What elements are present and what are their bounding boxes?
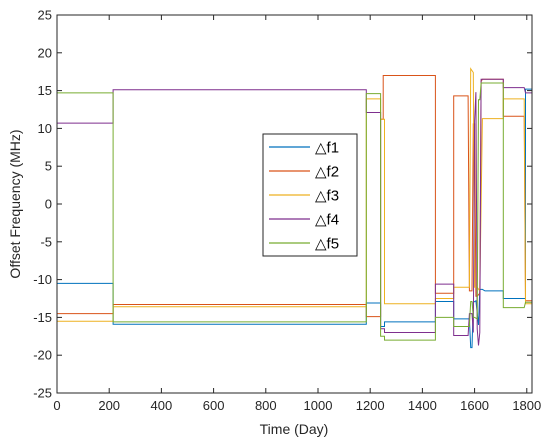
- legend-label: △f4: [315, 212, 339, 229]
- x-tick-label: 1800: [512, 398, 541, 413]
- y-tick-label: 25: [38, 8, 52, 23]
- x-tick-label: 1000: [304, 398, 333, 413]
- x-tick-label: 600: [203, 398, 225, 413]
- x-tick-label: 0: [53, 398, 60, 413]
- series-line-f5: [57, 82, 532, 341]
- y-tick-label: -25: [33, 386, 52, 401]
- y-tick-label: 5: [45, 159, 52, 174]
- y-tick-label: 15: [38, 83, 52, 98]
- legend: △f1 △f2 △f3 △f4 △f5: [262, 133, 358, 257]
- y-tick-label: -5: [40, 234, 52, 249]
- y-tick-label: 0: [45, 197, 52, 212]
- x-tick-label: 1600: [460, 398, 489, 413]
- series-line-f4: [57, 78, 532, 346]
- x-axis-label: Time (Day): [260, 421, 329, 437]
- legend-label: △f2: [315, 164, 339, 181]
- y-tick-label: -10: [33, 272, 52, 287]
- x-tick-label: 200: [98, 398, 120, 413]
- x-tick-label: 400: [151, 398, 173, 413]
- ticks-layer: 0 200 400 600 800 1000 1200 1400 1600 1800-25-20-…: [33, 8, 541, 414]
- y-tick-label: -20: [33, 348, 52, 363]
- legend-label: △f1: [315, 140, 339, 157]
- x-tick-label: 1400: [408, 398, 437, 413]
- y-tick-label: -15: [33, 310, 52, 325]
- legend-label: △f3: [315, 188, 339, 205]
- x-tick-label: 1200: [356, 398, 385, 413]
- series-layer: [57, 67, 532, 349]
- y-axis-label: Offset Frequency (MHz): [7, 129, 23, 278]
- x-tick-label: 800: [255, 398, 277, 413]
- legend-label: △f5: [315, 236, 339, 253]
- y-tick-label: 10: [38, 121, 52, 136]
- y-tick-label: 20: [38, 45, 52, 60]
